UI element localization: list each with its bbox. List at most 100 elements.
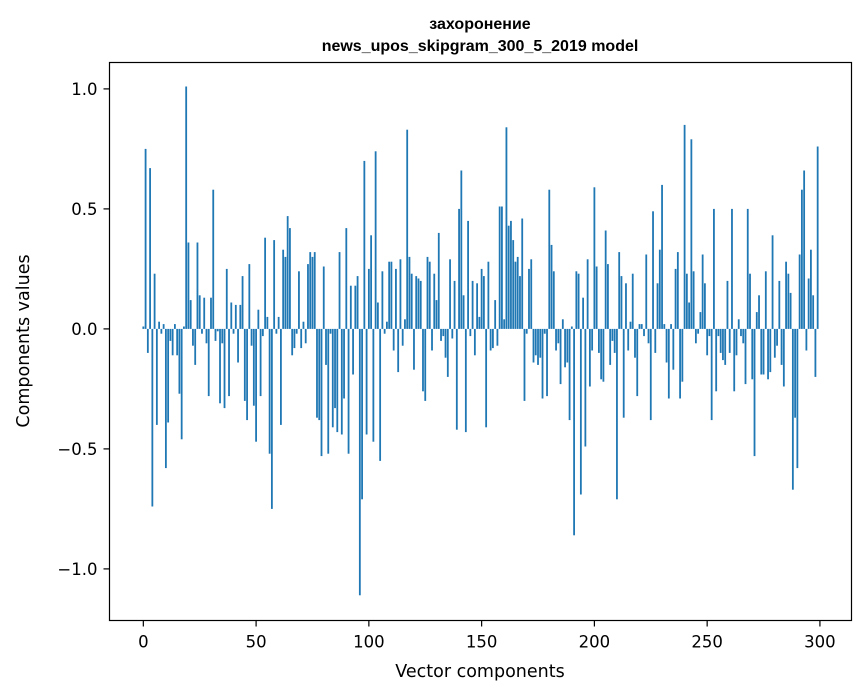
y-axis-label: Components values — [14, 254, 34, 427]
plot-area — [108, 61, 853, 622]
bar-37 — [225, 268, 228, 329]
bar-65 — [289, 228, 291, 329]
bar-15 — [176, 328, 179, 356]
bar-21 — [189, 300, 192, 329]
bar-247 — [699, 312, 702, 329]
bar-52 — [259, 328, 262, 397]
bar-146 — [471, 280, 474, 329]
bar-106 — [381, 271, 384, 329]
bar-59 — [275, 328, 278, 334]
bar-116 — [404, 319, 406, 329]
bar-263 — [735, 328, 738, 356]
bar-48 — [250, 328, 253, 346]
bar-63 — [284, 256, 287, 329]
bar-268 — [746, 208, 749, 329]
bar-232 — [665, 328, 668, 363]
bar-89 — [343, 328, 345, 399]
bar-226 — [652, 211, 654, 329]
bar-169 — [523, 328, 526, 401]
bar-7 — [158, 321, 161, 329]
bar-205 — [604, 230, 607, 329]
bar-5 — [153, 273, 156, 329]
bar-155 — [492, 328, 494, 349]
bar-178 — [543, 328, 546, 334]
bar-60 — [277, 316, 280, 329]
bar-282 — [778, 280, 781, 329]
x-tick-label: 150 — [466, 633, 498, 652]
bar-141 — [460, 170, 463, 329]
bar-223 — [645, 254, 648, 329]
bar-164 — [512, 240, 515, 329]
bar-159 — [501, 206, 503, 329]
bar-186 — [561, 319, 564, 329]
bar-101 — [370, 235, 373, 329]
bar-208 — [611, 328, 614, 341]
bar-24 — [196, 242, 199, 329]
bar-152 — [485, 328, 488, 428]
bar-31 — [212, 189, 215, 329]
bar-249 — [704, 283, 706, 329]
bar-285 — [785, 261, 787, 329]
bar-266 — [742, 328, 745, 344]
bar-201 — [595, 266, 598, 329]
bar-14 — [174, 324, 176, 329]
bar-173 — [532, 328, 535, 363]
bar-233 — [667, 328, 670, 399]
bar-287 — [789, 292, 792, 329]
bar-262 — [733, 328, 736, 392]
bar-250 — [706, 328, 709, 356]
bar-165 — [514, 261, 517, 329]
bar-90 — [345, 228, 348, 329]
bar-85 — [334, 328, 336, 409]
bar-57 — [270, 328, 273, 509]
bar-293 — [803, 170, 806, 329]
bar-175 — [537, 328, 539, 365]
bar-124 — [422, 328, 424, 392]
bar-210 — [616, 328, 618, 500]
bar-264 — [737, 319, 740, 329]
bar-241 — [685, 273, 688, 329]
bar-174 — [534, 328, 537, 356]
bar-46 — [246, 328, 248, 421]
bar-218 — [634, 328, 636, 358]
bar-62 — [282, 249, 285, 329]
bar-161 — [505, 127, 508, 329]
bar-265 — [740, 328, 742, 337]
bar-96 — [358, 328, 361, 596]
bar-122 — [417, 278, 420, 329]
bar-276 — [764, 271, 767, 329]
bar-74 — [309, 252, 312, 329]
bar-219 — [636, 328, 639, 397]
bar-33 — [216, 328, 219, 332]
bar-149 — [478, 316, 481, 329]
bar-13 — [171, 328, 174, 356]
bar-200 — [593, 187, 596, 329]
bar-228 — [656, 283, 659, 329]
bar-110 — [390, 261, 393, 329]
bar-67 — [293, 328, 296, 349]
bar-188 — [566, 328, 569, 363]
bar-99 — [365, 328, 368, 435]
bar-143 — [464, 328, 467, 433]
bar-171 — [528, 268, 530, 329]
bar-115 — [401, 328, 404, 346]
bar-187 — [564, 328, 566, 368]
bar-91 — [347, 328, 350, 454]
bar-150 — [480, 268, 483, 329]
bar-71 — [302, 321, 305, 329]
bar-216 — [629, 321, 632, 329]
bar-185 — [559, 328, 562, 385]
bar-154 — [489, 328, 492, 351]
bar-86 — [336, 328, 339, 433]
bar-291 — [798, 254, 801, 329]
bar-212 — [620, 276, 623, 329]
bar-135 — [446, 328, 449, 377]
bar-207 — [609, 328, 612, 365]
bar-81 — [325, 328, 327, 365]
bar-77 — [316, 328, 318, 418]
bar-170 — [525, 328, 528, 334]
bar-191 — [573, 328, 575, 536]
bar-220 — [638, 324, 641, 329]
bar-222 — [643, 328, 645, 337]
bar-128 — [431, 328, 433, 351]
